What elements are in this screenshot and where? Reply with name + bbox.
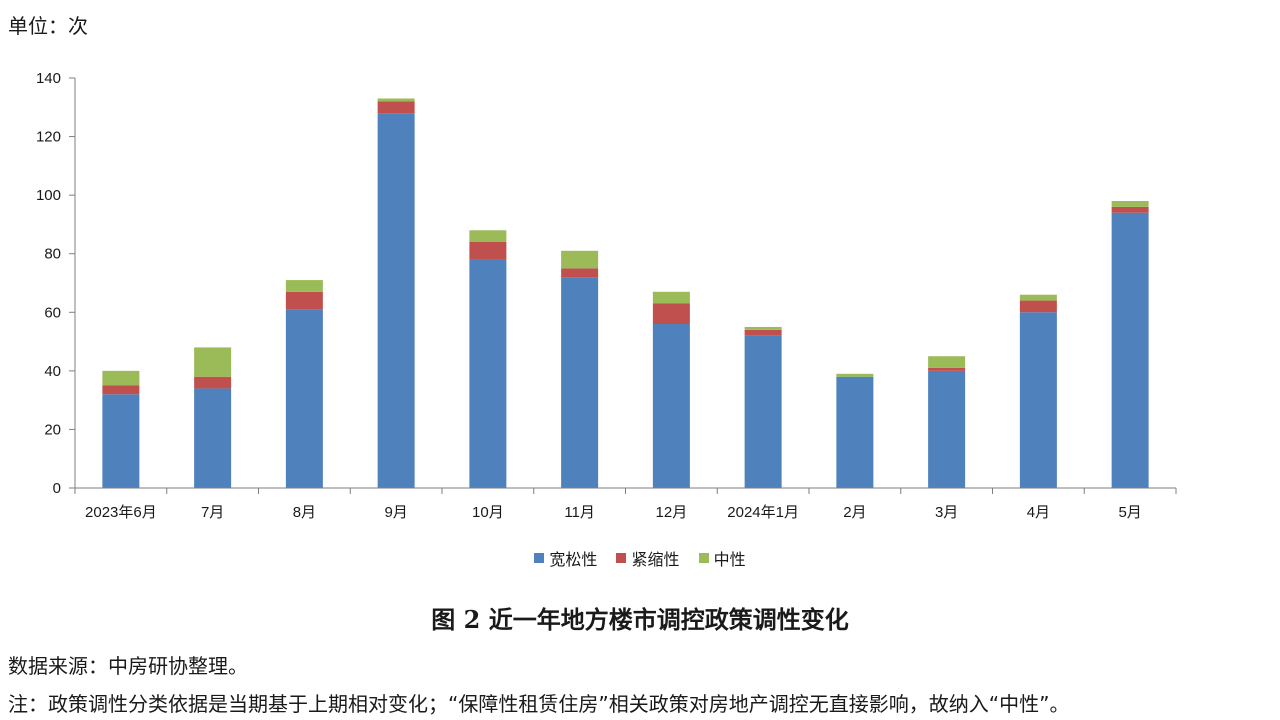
bar-segment-tight-7 <box>652 303 690 324</box>
x-tick-label-1: 2023年6月 <box>85 504 157 521</box>
bar-segment-neutral-11 <box>1019 294 1057 301</box>
figure-title: 图 2 近一年地方楼市调控政策调性变化 <box>431 605 849 634</box>
bar-segment-neutral-2 <box>194 347 232 377</box>
legend-label-tight: 紧缩性 <box>631 550 680 569</box>
legend-label-neutral: 中性 <box>713 550 746 569</box>
legend-item-loose: 宽松性 <box>534 546 597 570</box>
y-tick-label-120: 120 <box>36 129 61 146</box>
bar-segment-neutral-4 <box>377 98 415 102</box>
bar-segment-tight-8 <box>744 329 782 336</box>
bar-segment-loose-12 <box>1111 212 1149 488</box>
x-tick-label-5: 10月 <box>472 504 504 521</box>
bar-segment-loose-1 <box>102 394 140 488</box>
bar-segment-loose-4 <box>377 113 415 489</box>
legend-item-neutral: 中性 <box>698 546 746 570</box>
bar-segment-loose-9 <box>836 376 874 488</box>
legend-swatch-neutral <box>698 553 709 563</box>
bar-segment-neutral-6 <box>561 250 599 269</box>
legend: 宽松性 紧缩性 中性 <box>0 546 1280 570</box>
bar-segment-neutral-12 <box>1111 201 1149 207</box>
x-tick-label-9: 2月 <box>843 504 866 521</box>
legend-item-tight: 紧缩性 <box>616 546 680 570</box>
bar-segment-tight-11 <box>1019 300 1057 313</box>
legend-swatch-loose <box>534 553 545 563</box>
x-tick-label-11: 4月 <box>1027 504 1050 521</box>
bar-segment-tight-3 <box>285 291 323 310</box>
bar-segment-loose-6 <box>561 277 599 488</box>
bar-segment-neutral-10 <box>928 356 966 368</box>
data-source: 数据来源：中房研协整理。 <box>8 654 248 678</box>
bar-segment-loose-8 <box>744 335 782 488</box>
x-tick-label-6: 11月 <box>564 504 595 521</box>
unit-label: 单位：次 <box>8 14 88 38</box>
y-tick-label-140: 140 <box>36 70 61 87</box>
x-tick-label-2: 7月 <box>201 504 224 521</box>
bar-segment-neutral-8 <box>744 326 782 330</box>
legend-label-loose: 宽松性 <box>549 550 598 569</box>
bar-segment-neutral-7 <box>652 291 690 304</box>
bar-segment-tight-2 <box>194 376 232 389</box>
x-tick-label-3: 8月 <box>293 504 316 521</box>
y-tick-label-60: 60 <box>44 304 61 321</box>
bar-segment-loose-11 <box>1019 312 1057 488</box>
stacked-bar-chart: 0 20 40 60 80 100 120 140 2023年6月 7月 8月 9月 10月 11月 12月… <box>36 70 1177 521</box>
bar-segment-loose-10 <box>928 370 966 488</box>
x-tick-label-10: 3月 <box>935 504 958 521</box>
legend-swatch-tight <box>616 553 627 563</box>
bar-segment-tight-4 <box>377 101 415 114</box>
x-tick-label-7: 12月 <box>656 504 688 521</box>
bar-segment-loose-2 <box>194 388 232 488</box>
y-tick-label-80: 80 <box>44 246 61 263</box>
bar-segment-loose-3 <box>285 309 323 488</box>
y-tick-label-100: 100 <box>36 187 61 204</box>
bar-segment-tight-6 <box>561 268 599 278</box>
bar-segment-tight-1 <box>102 385 140 395</box>
bar-segment-tight-5 <box>469 242 507 260</box>
x-tick-label-8: 2024年1月 <box>727 504 799 521</box>
bar-segment-tight-10 <box>928 367 966 371</box>
bar-segment-neutral-5 <box>469 230 507 242</box>
x-tick-label-12: 5月 <box>1118 504 1141 521</box>
y-tick-label-0: 0 <box>53 480 61 497</box>
bar-segment-loose-5 <box>469 259 507 488</box>
y-tick-label-20: 20 <box>44 421 61 438</box>
bar-segment-tight-12 <box>1111 206 1149 213</box>
y-tick-label-40: 40 <box>44 363 61 380</box>
x-tick-label-4: 9月 <box>384 504 407 521</box>
bar-segment-neutral-3 <box>285 280 323 292</box>
bar-segment-neutral-9 <box>836 373 874 377</box>
bar-segment-neutral-1 <box>102 370 140 386</box>
footnote: 注：政策调性分类依据是当期基于上期相对变化；“保障性租赁住房”相关政策对房地产调… <box>8 692 1070 716</box>
bar-segment-loose-7 <box>652 324 690 488</box>
